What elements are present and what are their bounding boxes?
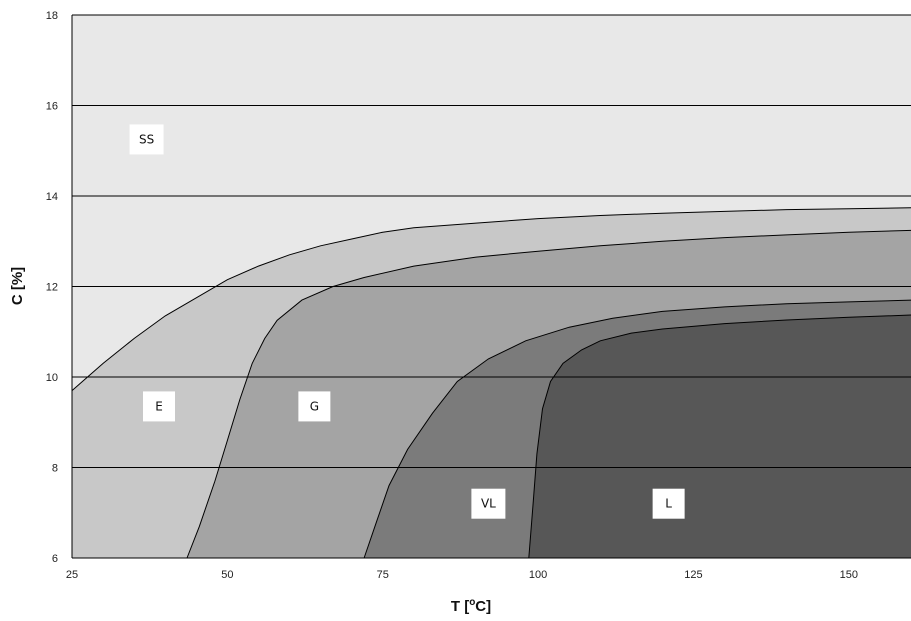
region-label-box-vl — [471, 488, 506, 519]
y-tick-label-14: 14 — [46, 191, 58, 203]
boundary-curve-4 — [528, 314, 911, 559]
region-label-ss: SS — [139, 132, 154, 146]
y-tick-label-6: 6 — [52, 553, 58, 565]
x-tick-label-125: 125 — [684, 569, 702, 581]
y-tick-label-10: 10 — [46, 372, 58, 384]
region-label-e: E — [155, 399, 163, 413]
y-tick-label-18: 18 — [46, 10, 58, 22]
x-axis-label-main: T [ — [451, 598, 469, 615]
region-l — [528, 315, 911, 558]
boundary-curve-2 — [186, 229, 911, 559]
region-label-box-ss — [129, 124, 164, 155]
axes-layer: 6 8 10 12 14 16 18 25 50 75 100 125 150 — [46, 10, 911, 581]
boundary-curve-3 — [363, 299, 911, 559]
y-tick-label-12: 12 — [46, 282, 58, 294]
region-label-g: G — [310, 399, 319, 413]
x-axis-label-end: C] — [475, 598, 491, 615]
y-axis-label: C [%] — [9, 267, 26, 305]
boundary-layer — [71, 207, 911, 559]
x-tick-label-75: 75 — [377, 569, 389, 581]
y-tick-label-16: 16 — [46, 101, 58, 113]
region-label-box-e — [143, 391, 176, 422]
x-axis-label: T [oC] — [451, 597, 491, 615]
x-axis-label-sup: o — [469, 597, 475, 608]
label-layer: SS E G VL L — [129, 124, 685, 519]
region-label-box-l — [652, 488, 685, 519]
region-label-vl: VL — [481, 497, 496, 511]
y-tick-label-8: 8 — [52, 463, 58, 475]
x-tick-label-25: 25 — [66, 569, 78, 581]
region-label-box-g — [298, 391, 331, 422]
x-tick-label-50: 50 — [221, 569, 233, 581]
x-tick-label-150: 150 — [840, 569, 858, 581]
region-label-l: L — [665, 497, 672, 511]
boundary-curve-1 — [71, 207, 911, 391]
x-tick-label-100: 100 — [529, 569, 547, 581]
